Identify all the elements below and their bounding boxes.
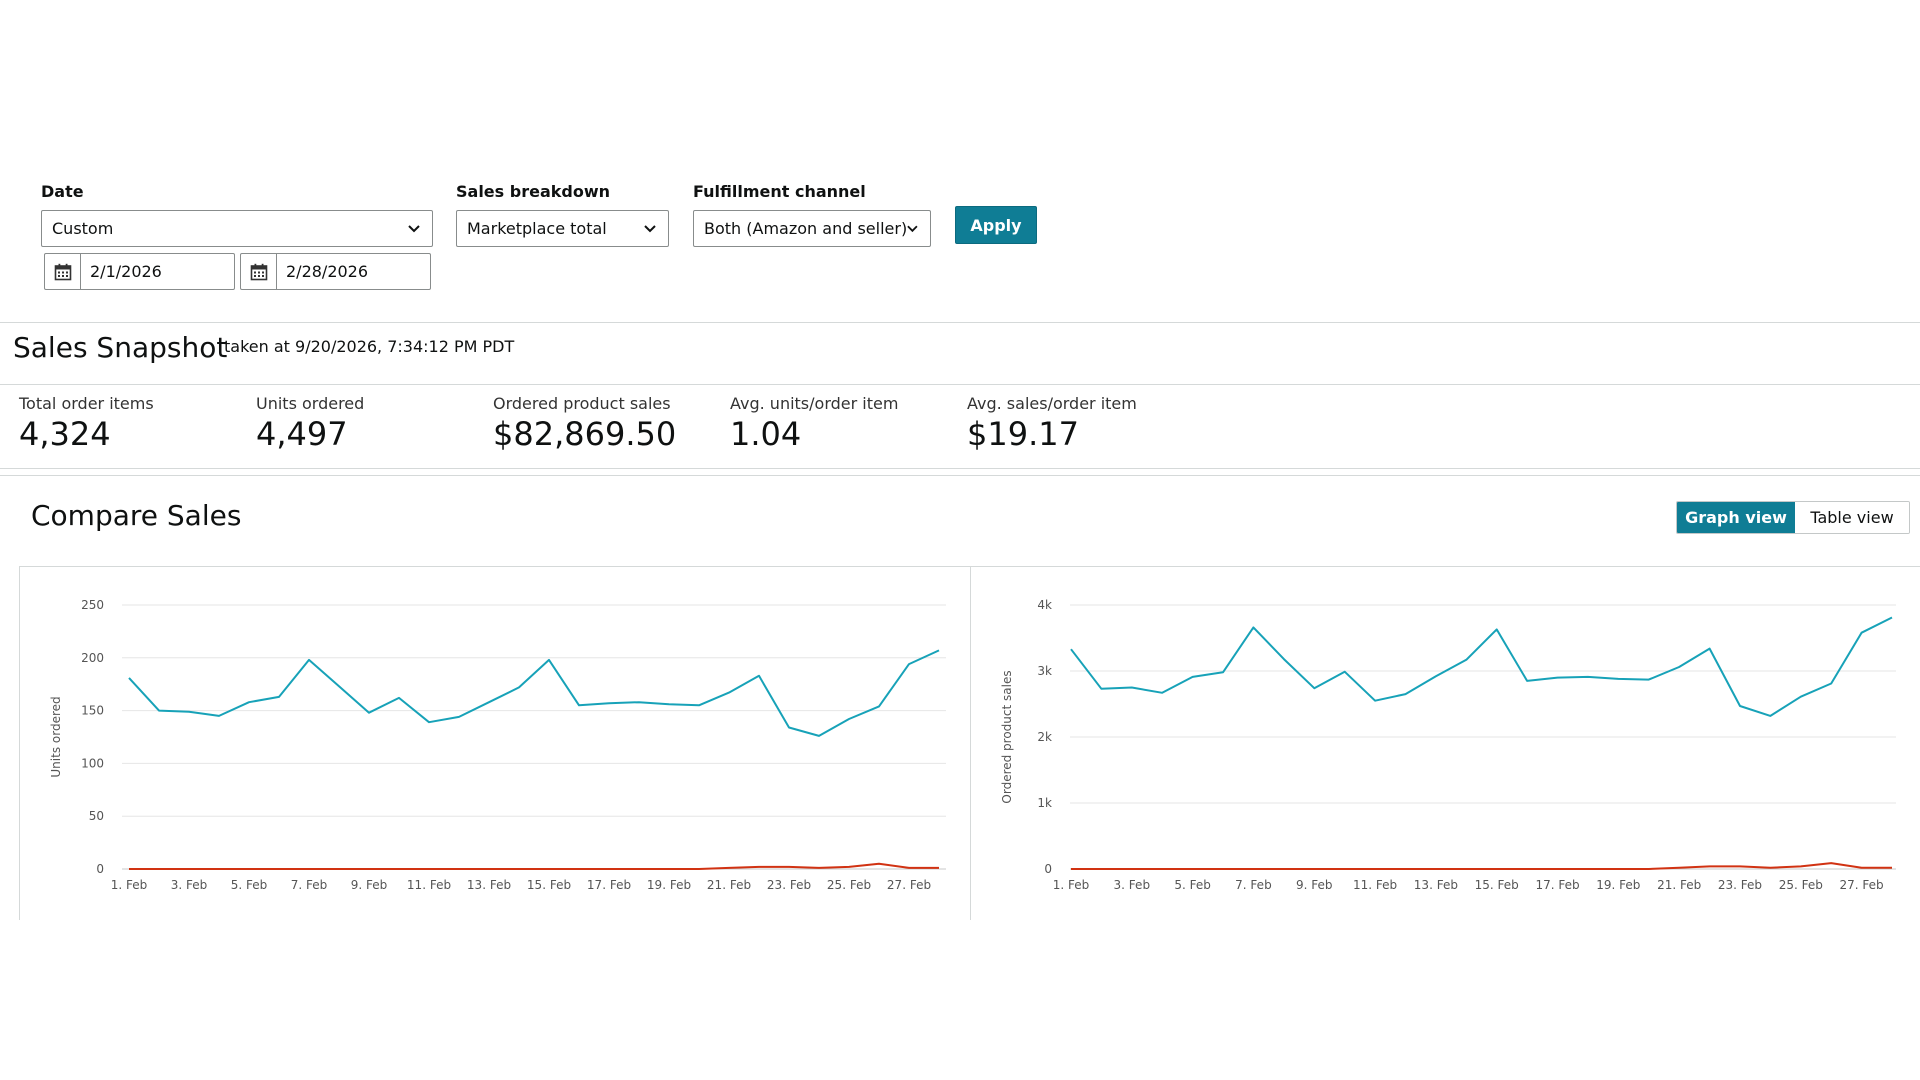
metric-label: Avg. units/order item xyxy=(730,394,899,413)
end-date-value: 2/28/2026 xyxy=(286,262,369,281)
x-tick-label: 13. Feb xyxy=(1414,878,1458,892)
x-tick-label: 13. Feb xyxy=(467,878,511,892)
series-line-secondary xyxy=(1071,862,1892,870)
y-tick-label: 3k xyxy=(1037,664,1052,678)
metric-total-order-items: Total order items 4,324 xyxy=(19,394,154,453)
y-tick-label: 1k xyxy=(1037,796,1052,810)
view-toggle: Graph view Table view xyxy=(1676,501,1910,534)
y-axis-label: Ordered product sales xyxy=(1000,670,1014,803)
metric-value: $19.17 xyxy=(967,415,1079,453)
x-tick-label: 25. Feb xyxy=(827,878,871,892)
x-tick-label: 9. Feb xyxy=(351,878,388,892)
divider xyxy=(0,322,1920,323)
x-tick-label: 19. Feb xyxy=(1596,878,1640,892)
x-tick-label: 7. Feb xyxy=(1235,878,1272,892)
x-tick-label: 19. Feb xyxy=(647,878,691,892)
y-tick-label: 150 xyxy=(81,704,104,718)
fulfillment-channel-value: Both (Amazon and seller) xyxy=(704,219,908,238)
units-ordered-chart: 0 50 100 150 200 250 1. Feb 3. Feb 5. Feb 7. Feb 9… xyxy=(49,598,946,892)
y-tick-label: 0 xyxy=(1044,862,1052,876)
date-label: Date xyxy=(41,182,84,201)
sales-breakdown-select[interactable]: Marketplace total xyxy=(456,210,669,247)
divider xyxy=(0,468,1920,469)
x-tick-label: 11. Feb xyxy=(407,878,451,892)
graph-view-button[interactable]: Graph view xyxy=(1677,502,1795,533)
x-tick-label: 1. Feb xyxy=(111,878,148,892)
y-tick-label: 50 xyxy=(89,809,104,823)
y-tick-label: 200 xyxy=(81,651,104,665)
x-tick-label: 27. Feb xyxy=(887,878,931,892)
series-line-secondary xyxy=(129,862,939,870)
divider xyxy=(0,475,1920,476)
metric-value: 1.04 xyxy=(730,415,802,453)
snapshot-timestamp: taken at 9/20/2026, 7:34:12 PM PDT xyxy=(224,337,515,356)
y-tick-label: 2k xyxy=(1037,730,1052,744)
chart-panel-units: 0 50 100 150 200 250 1. Feb 3. Feb 5. Feb 7. Feb 9… xyxy=(19,566,971,920)
divider xyxy=(0,384,1920,385)
metric-value: 4,497 xyxy=(256,415,348,453)
sales-breakdown-value: Marketplace total xyxy=(467,219,607,238)
series-line-primary xyxy=(1070,616,1893,717)
x-tick-label: 3. Feb xyxy=(1114,878,1151,892)
compare-sales-title: Compare Sales xyxy=(31,499,242,532)
x-tick-label: 3. Feb xyxy=(171,878,208,892)
table-view-button[interactable]: Table view xyxy=(1795,502,1909,533)
metric-label: Ordered product sales xyxy=(493,394,671,413)
y-tick-label: 250 xyxy=(81,598,104,612)
fulfillment-channel-label: Fulfillment channel xyxy=(693,182,866,201)
start-date-field[interactable]: 2/1/2026 xyxy=(44,253,235,290)
x-tick-label: 15. Feb xyxy=(1475,878,1519,892)
metric-avg-units-per-order-item: Avg. units/order item 1.04 xyxy=(730,394,898,453)
series-line-primary xyxy=(128,649,940,737)
x-tick-label: 17. Feb xyxy=(1535,878,1579,892)
chart-panel-sales: 0 1k 2k 3k 4k 1. Feb 3. Feb 5. Feb 7. Feb 9. Feb 1… xyxy=(970,566,1920,920)
x-tick-label: 23. Feb xyxy=(767,878,811,892)
chevron-down-icon xyxy=(408,224,420,232)
x-tick-label: 23. Feb xyxy=(1718,878,1762,892)
metric-label: Total order items xyxy=(19,394,154,413)
y-tick-label: 100 xyxy=(81,756,104,770)
chevron-down-icon xyxy=(644,224,656,232)
x-tick-label: 21. Feb xyxy=(707,878,751,892)
metric-units-ordered: Units ordered 4,497 xyxy=(256,394,364,453)
ordered-product-sales-chart: 0 1k 2k 3k 4k 1. Feb 3. Feb 5. Feb 7. Feb 9. Feb 1… xyxy=(1000,598,1896,892)
metric-value: 4,324 xyxy=(19,415,111,453)
y-tick-label: 4k xyxy=(1037,598,1052,612)
y-tick-label: 0 xyxy=(96,862,104,876)
metric-label: Avg. sales/order item xyxy=(967,394,1137,413)
x-tick-label: 27. Feb xyxy=(1840,878,1884,892)
snapshot-title: Sales Snapshot xyxy=(13,331,228,364)
x-tick-label: 21. Feb xyxy=(1657,878,1701,892)
start-date-value: 2/1/2026 xyxy=(90,262,162,281)
y-axis-label: Units ordered xyxy=(49,696,63,777)
apply-button[interactable]: Apply xyxy=(955,206,1037,244)
metric-ordered-product-sales: Ordered product sales $82,869.50 xyxy=(493,394,676,453)
calendar-icon[interactable] xyxy=(241,254,277,289)
sales-breakdown-label: Sales breakdown xyxy=(456,182,610,201)
x-tick-label: 9. Feb xyxy=(1296,878,1333,892)
x-tick-label: 11. Feb xyxy=(1353,878,1397,892)
x-tick-label: 1. Feb xyxy=(1053,878,1090,892)
metric-value: $82,869.50 xyxy=(493,415,677,453)
chevron-down-icon xyxy=(907,225,918,232)
x-tick-label: 15. Feb xyxy=(527,878,571,892)
x-tick-label: 7. Feb xyxy=(291,878,328,892)
date-range-select[interactable]: Custom xyxy=(41,210,433,247)
metric-label: Units ordered xyxy=(256,394,365,413)
x-tick-label: 5. Feb xyxy=(1174,878,1211,892)
x-tick-label: 17. Feb xyxy=(587,878,631,892)
fulfillment-channel-select[interactable]: Both (Amazon and seller) xyxy=(693,210,931,247)
x-tick-label: 25. Feb xyxy=(1779,878,1823,892)
date-range-value: Custom xyxy=(52,219,114,238)
metric-avg-sales-per-order-item: Avg. sales/order item $19.17 xyxy=(967,394,1137,453)
end-date-field[interactable]: 2/28/2026 xyxy=(240,253,431,290)
x-tick-label: 5. Feb xyxy=(231,878,268,892)
calendar-icon[interactable] xyxy=(45,254,81,289)
